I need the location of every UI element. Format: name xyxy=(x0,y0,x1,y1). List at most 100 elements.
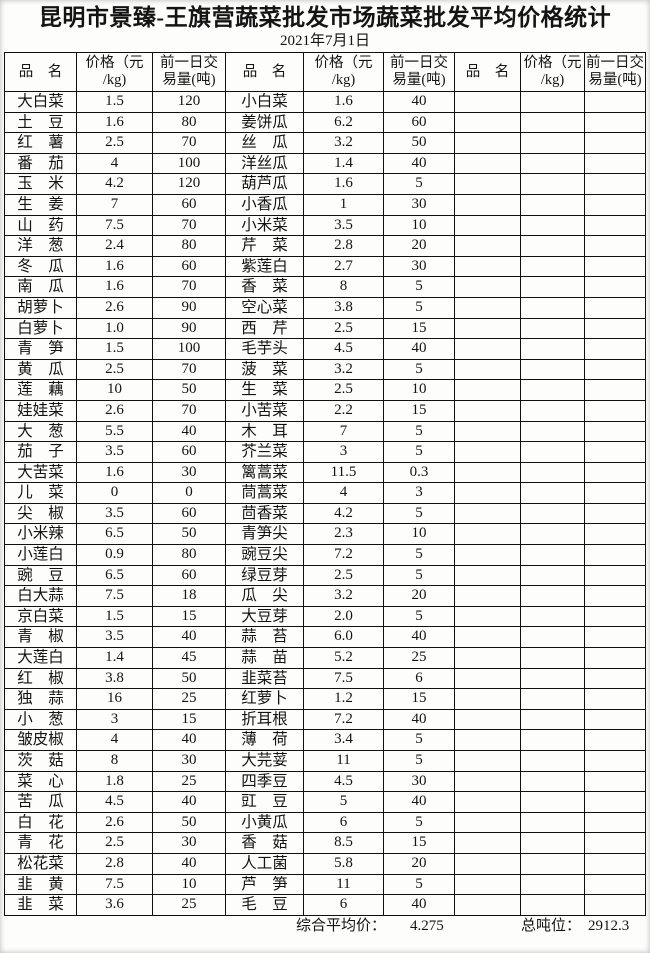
cell-product-name xyxy=(454,235,521,257)
cell-price: 4.5 xyxy=(303,338,384,360)
cell-product-name: 玉 米 xyxy=(4,173,77,195)
cell-product-name: 蒜 苗 xyxy=(225,647,304,669)
cell-volume: 60 xyxy=(152,193,226,216)
cell-price xyxy=(520,894,585,916)
cell-volume: 30 xyxy=(152,461,226,484)
cell-price xyxy=(520,276,585,298)
cell-product-name: 菜 心 xyxy=(4,770,77,793)
total-tonnage-label: 总吨位： xyxy=(521,917,582,934)
cell-volume xyxy=(584,358,646,381)
cell-price xyxy=(520,235,585,257)
table-row: 韭 菜 3.6 25 毛 豆 6 40 xyxy=(4,894,646,916)
cell-product-name: 娃娃菜 xyxy=(4,399,77,422)
cell-product-name: 西 芹 xyxy=(225,317,304,340)
cell-volume: 25 xyxy=(152,894,226,916)
cell-product-name: 葫芦瓜 xyxy=(225,173,304,195)
cell-price xyxy=(520,317,585,340)
cell-product-name xyxy=(454,708,521,731)
cell-volume: 15 xyxy=(383,832,455,854)
table-row: 茄 子 3.5 60 芥兰菜 3 5 xyxy=(4,441,646,463)
cell-volume: 100 xyxy=(152,338,226,360)
cell-volume: 30 xyxy=(152,832,226,854)
cell-product-name: 芥兰菜 xyxy=(225,441,304,463)
cell-price: 7.5 xyxy=(76,214,153,237)
cell-price: 1.6 xyxy=(76,461,153,484)
cell-product-name: 大 葱 xyxy=(4,420,77,443)
cell-price: 3.2 xyxy=(303,585,384,607)
cell-product-name xyxy=(454,255,521,278)
cell-product-name: 香 菇 xyxy=(225,832,304,854)
cell-volume: 15 xyxy=(383,688,455,710)
cell-price: 7.5 xyxy=(303,667,384,690)
cell-volume: 50 xyxy=(152,667,226,690)
cell-price: 3.6 xyxy=(76,894,153,916)
cell-price: 1.6 xyxy=(76,111,153,134)
cell-volume: 30 xyxy=(152,750,226,772)
cell-price: 8 xyxy=(303,276,384,298)
cell-price: 2.2 xyxy=(303,399,384,422)
cell-price xyxy=(520,667,585,690)
cell-price: 1.5 xyxy=(76,91,153,113)
cell-volume: 5 xyxy=(383,750,455,772)
cell-volume: 3 xyxy=(383,482,455,504)
cell-product-name xyxy=(454,132,521,154)
cell-volume xyxy=(584,708,646,731)
cell-product-name xyxy=(454,502,521,525)
cell-price: 7 xyxy=(76,193,153,216)
cell-product-name xyxy=(454,626,521,649)
cell-price: 6.0 xyxy=(303,626,384,649)
cell-volume: 40 xyxy=(152,852,226,875)
cell-volume xyxy=(584,647,646,669)
cell-volume xyxy=(584,729,646,751)
cell-price xyxy=(520,132,585,154)
cell-volume: 120 xyxy=(152,173,226,195)
col-header-price-3: 价格（元 /kg) xyxy=(520,52,585,92)
cell-volume: 50 xyxy=(152,379,226,401)
cell-volume xyxy=(584,152,646,175)
cell-product-name: 松花菜 xyxy=(4,852,77,875)
table-row: 尖 椒 3.5 60 茴香菜 4.2 5 xyxy=(4,502,646,525)
cell-volume: 45 xyxy=(152,647,226,669)
cell-volume: 40 xyxy=(383,152,455,175)
cell-product-name xyxy=(454,873,521,896)
cell-price: 1.6 xyxy=(76,255,153,278)
cell-volume: 100 xyxy=(152,152,226,175)
cell-price: 1.0 xyxy=(76,317,153,340)
cell-volume xyxy=(584,791,646,813)
cell-product-name xyxy=(454,832,521,854)
cell-volume xyxy=(584,605,646,628)
cell-volume xyxy=(584,91,646,113)
cell-volume: 60 xyxy=(383,111,455,134)
cell-product-name xyxy=(454,544,521,566)
cell-volume: 40 xyxy=(152,791,226,813)
cell-product-name: 大苦菜 xyxy=(4,461,77,484)
cell-price: 5.5 xyxy=(76,420,153,443)
cell-product-name xyxy=(454,193,521,216)
col-header-product-label: 品 名 xyxy=(18,63,63,80)
cell-price: 1.6 xyxy=(76,276,153,298)
cell-volume xyxy=(584,276,646,298)
cell-product-name: 红 薯 xyxy=(4,132,77,154)
cell-product-name: 莲 藕 xyxy=(4,379,77,401)
cell-price xyxy=(520,379,585,401)
cell-price: 11 xyxy=(303,873,384,896)
table-row: 青 椒 3.5 40 蒜 苔 6.0 40 xyxy=(4,626,646,649)
cell-volume: 6 xyxy=(383,667,455,690)
cell-volume: 5 xyxy=(383,358,455,381)
table-row: 黄 瓜 2.5 70 菠 菜 3.2 5 xyxy=(4,358,646,381)
cell-product-name: 四季豆 xyxy=(225,770,304,793)
cell-product-name: 空心菜 xyxy=(225,296,304,319)
cell-volume: 5 xyxy=(383,276,455,298)
cell-product-name: 茨 菇 xyxy=(4,750,77,772)
cell-price xyxy=(520,214,585,237)
cell-product-name: 折耳根 xyxy=(225,708,304,731)
cell-price xyxy=(520,791,585,813)
cell-volume xyxy=(584,441,646,463)
col-header-product-label: 品 名 xyxy=(242,63,287,80)
cell-price: 3.5 xyxy=(76,441,153,463)
table-row: 青 笋 1.5 100 毛芋头 4.5 40 xyxy=(4,338,646,360)
col-header-volume-line1: 前一日交 xyxy=(586,55,644,71)
cell-price: 8.5 xyxy=(303,832,384,854)
cell-volume: 60 xyxy=(152,564,226,587)
